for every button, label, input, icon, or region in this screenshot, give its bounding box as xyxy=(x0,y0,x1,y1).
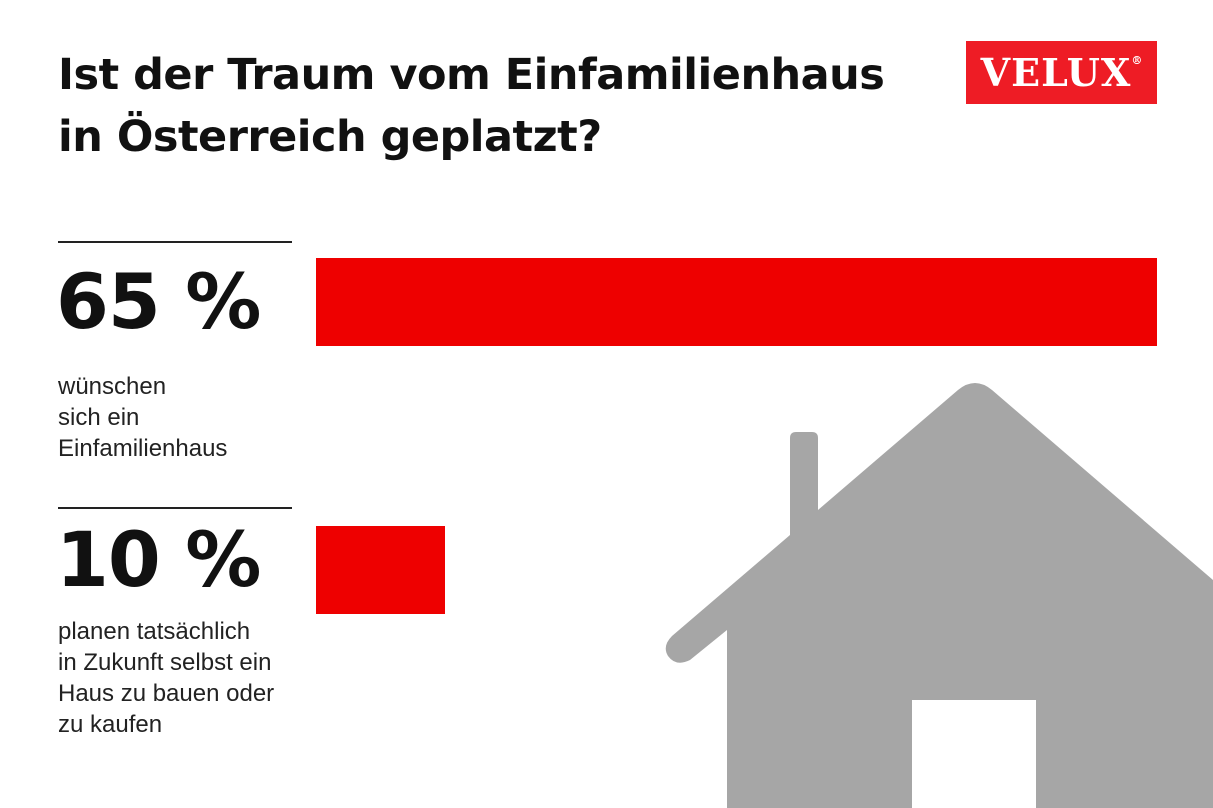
desc-1-line-2: sich ein xyxy=(58,404,140,431)
logo-text: VELUX xyxy=(980,50,1132,95)
desc-1-line-3: Einfamilienhaus xyxy=(58,435,228,462)
house-silhouette xyxy=(665,383,1213,808)
stat-description-1: wünschen sich ein Einfamilienhaus xyxy=(58,371,227,464)
title-line-2: in Österreich geplatzt? xyxy=(58,112,602,162)
desc-2-line-3: Haus zu bauen oder xyxy=(58,680,275,707)
registered-mark: ® xyxy=(1131,54,1143,67)
desc-2-line-4: zu kaufen xyxy=(58,711,163,738)
velux-logo: VELUX® xyxy=(966,41,1157,104)
bar-65-percent xyxy=(316,258,1157,346)
desc-2-line-1: planen tatsächlich xyxy=(58,618,251,645)
divider-2 xyxy=(58,507,292,509)
divider-1 xyxy=(58,241,292,243)
title-line-1: Ist der Traum vom Einfamilienhaus xyxy=(58,50,885,100)
desc-2-line-2: in Zukunft selbst ein xyxy=(58,649,272,676)
bar-10-percent xyxy=(316,526,445,614)
stat-value-1: 65 % xyxy=(56,257,261,346)
page-title: Ist der Traum vom Einfamilienhaus in Öst… xyxy=(58,44,885,168)
stat-description-2: planen tatsächlich in Zukunft selbst ein… xyxy=(58,616,274,740)
desc-1-line-1: wünschen xyxy=(58,373,167,400)
stat-value-2: 10 % xyxy=(56,515,261,604)
house-door xyxy=(912,700,1036,808)
